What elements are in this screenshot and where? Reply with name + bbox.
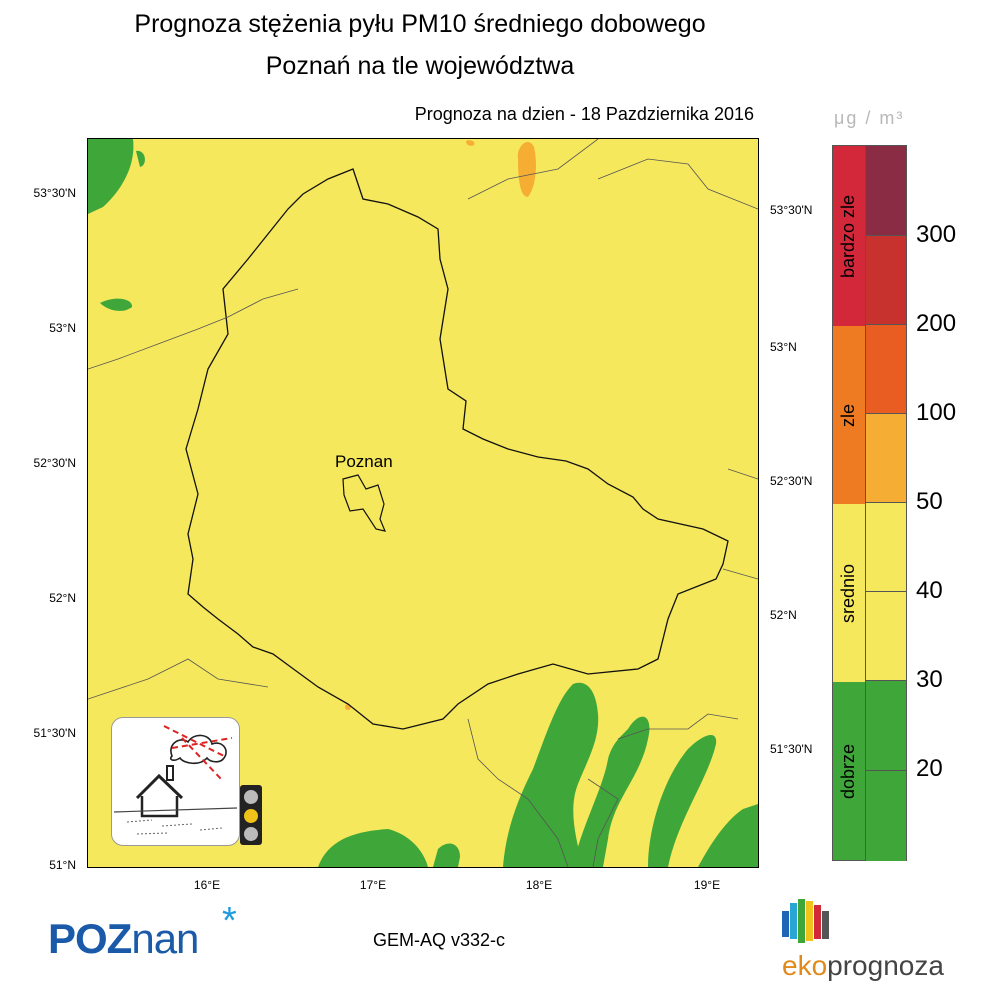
legend-band-dobrze	[833, 682, 865, 860]
forecast-date: Prognoza na dzien - 18 Pazdziernika 2016	[414, 104, 754, 124]
legend-category-bar: bardzo zle zle srednio dobrze	[832, 145, 866, 861]
green-zone-s1	[318, 829, 428, 867]
smog-house-icon	[111, 717, 240, 846]
legend-label-srednio: srednio	[838, 563, 859, 623]
scale-band	[866, 502, 906, 592]
model-label: GEM-AQ v332-c	[373, 930, 506, 950]
green-zone-se1	[503, 682, 599, 867]
lat-label-left: 53°30'N	[33, 186, 76, 200]
green-zone-se3	[648, 734, 717, 867]
scale-band	[866, 324, 906, 414]
green-zone-nw-small	[136, 150, 145, 167]
voivodeship-border	[185, 168, 729, 730]
lat-label-right: 53°30'N	[770, 203, 813, 217]
legend-label-bardzo-zle: bardzo zle	[838, 194, 859, 278]
legend-band-bardzo-zle	[833, 146, 865, 326]
scale-value: 30	[916, 666, 943, 693]
ekoprognoza-logo: ekoprognoza	[782, 950, 944, 981]
ekoprognoza-bars-icon	[782, 897, 834, 945]
orange-zone-north-small	[466, 140, 475, 146]
scale-value: 200	[916, 310, 957, 337]
lat-label-left: 52°30'N	[33, 456, 76, 470]
legend-label-dobrze: dobrze	[838, 743, 859, 799]
scale-value: 20	[916, 755, 943, 782]
lon-label: 19°E	[693, 878, 721, 892]
traffic-light-icon	[240, 785, 262, 845]
lon-label: 16°E	[193, 878, 221, 892]
lat-label-right: 52°30'N	[770, 474, 813, 488]
lat-label-left: 51°30'N	[33, 726, 76, 740]
light-red-icon	[244, 790, 258, 804]
regional-borders	[88, 139, 758, 867]
orange-zone-north	[517, 142, 536, 197]
lat-label-right: 53°N	[770, 340, 797, 354]
light-yellow-icon	[244, 809, 258, 823]
legend-band-srednio	[833, 504, 865, 682]
city-label: Poznan	[335, 452, 393, 471]
lon-label: 18°E	[525, 878, 553, 892]
legend-unit: μg / m³	[834, 108, 905, 128]
page-title: Prognoza stężenia pyłu PM10 średniego do…	[134, 10, 706, 38]
legend-color-scale	[865, 145, 907, 861]
lat-label-left: 52°N	[49, 591, 76, 605]
scale-value: 300	[916, 221, 957, 248]
lat-label-right: 51°30'N	[770, 742, 813, 756]
poznan-city-boundary	[342, 474, 386, 532]
star-icon: *	[222, 900, 237, 942]
lat-label-left: 53°N	[49, 321, 76, 335]
scale-band	[866, 413, 906, 503]
scale-band	[866, 146, 906, 235]
green-zone-nw	[88, 139, 134, 214]
scale-band	[866, 235, 906, 325]
green-zone-w	[100, 298, 133, 311]
poznan-logo: POZnan	[48, 915, 199, 962]
lon-label: 17°E	[359, 878, 387, 892]
green-zone-s2	[433, 843, 460, 867]
scale-band	[866, 770, 906, 861]
legend-band-zle	[833, 326, 865, 504]
green-zone-se2	[573, 716, 650, 867]
scale-value: 40	[916, 577, 943, 604]
scale-value: 100	[916, 399, 957, 426]
scale-band	[866, 680, 906, 771]
light-green-icon	[244, 827, 258, 841]
scale-band	[866, 591, 906, 681]
lat-label-left: 51°N	[49, 858, 76, 872]
page-subtitle: Poznań na tle województwa	[265, 52, 575, 80]
scale-value: 50	[916, 488, 943, 515]
lat-label-right: 52°N	[770, 608, 797, 622]
legend-label-zle: zle	[838, 403, 859, 427]
green-zone-se4	[698, 804, 758, 867]
